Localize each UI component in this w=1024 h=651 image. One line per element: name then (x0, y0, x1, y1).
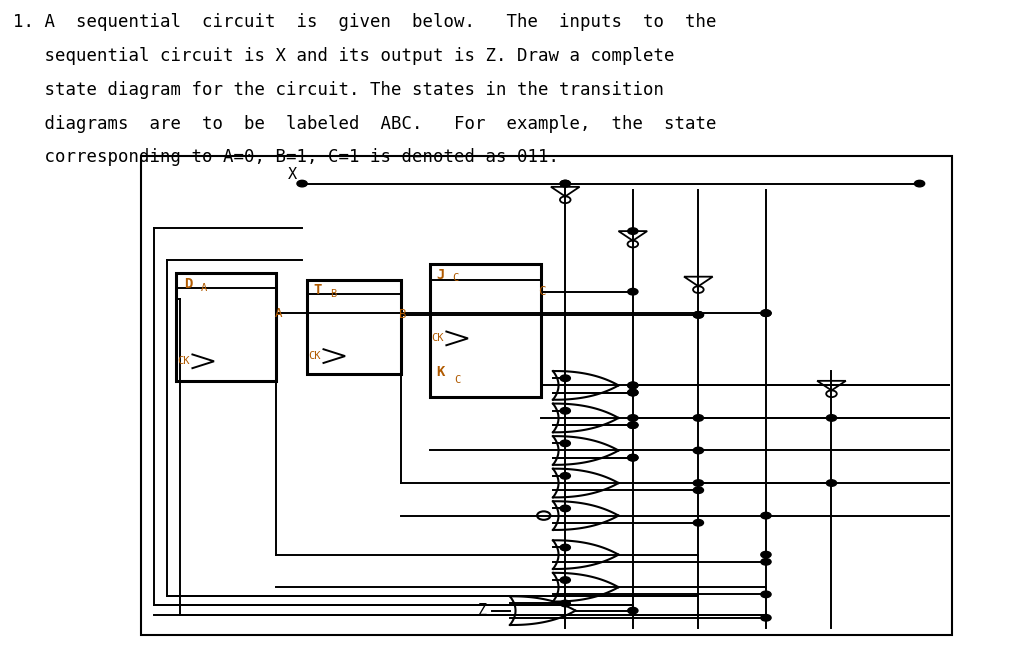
Circle shape (826, 480, 837, 486)
Circle shape (628, 382, 638, 389)
Circle shape (560, 473, 570, 479)
Circle shape (693, 415, 703, 421)
Circle shape (560, 180, 570, 187)
Circle shape (628, 454, 638, 461)
Text: C: C (539, 285, 546, 298)
Circle shape (560, 375, 570, 381)
Circle shape (693, 519, 703, 526)
Text: D: D (184, 277, 193, 291)
Circle shape (826, 415, 837, 421)
Circle shape (761, 310, 771, 316)
Bar (141, 156, 952, 635)
Circle shape (914, 180, 925, 187)
Circle shape (693, 447, 703, 454)
Circle shape (560, 544, 570, 551)
Circle shape (560, 180, 570, 187)
Text: K: K (436, 365, 444, 379)
Text: 1. A  sequential  circuit  is  given  below.   The  inputs  to  the: 1. A sequential circuit is given below. … (13, 13, 717, 31)
Circle shape (560, 408, 570, 414)
Circle shape (761, 591, 771, 598)
Text: T: T (313, 283, 322, 298)
Text: A: A (201, 283, 207, 292)
Circle shape (628, 415, 638, 421)
Bar (307, 280, 401, 374)
Bar (176, 273, 276, 381)
Circle shape (693, 480, 703, 486)
Text: diagrams  are  to  be  labeled  ABC.   For  example,  the  state: diagrams are to be labeled ABC. For exam… (13, 115, 717, 133)
Circle shape (693, 312, 703, 318)
Circle shape (628, 389, 638, 396)
Circle shape (628, 607, 638, 614)
Text: B: B (330, 289, 336, 299)
Text: CK: CK (308, 351, 321, 361)
Circle shape (560, 600, 570, 607)
Circle shape (628, 422, 638, 428)
Circle shape (628, 382, 638, 389)
Circle shape (628, 422, 638, 428)
Text: Z: Z (478, 603, 487, 618)
Circle shape (628, 288, 638, 295)
Circle shape (297, 180, 307, 187)
Text: state diagram for the circuit. The states in the transition: state diagram for the circuit. The state… (13, 81, 665, 99)
Text: sequential circuit is X and its output is Z. Draw a complete: sequential circuit is X and its output i… (13, 47, 675, 65)
Circle shape (761, 559, 771, 565)
Circle shape (560, 505, 570, 512)
Circle shape (761, 615, 771, 621)
Circle shape (761, 512, 771, 519)
Text: J: J (436, 268, 444, 283)
Circle shape (560, 440, 570, 447)
Text: B: B (399, 309, 407, 322)
Bar (430, 264, 541, 397)
Circle shape (761, 551, 771, 558)
Circle shape (693, 487, 703, 493)
Text: corresponding to A=0, B=1, C=1 is denoted as 011.: corresponding to A=0, B=1, C=1 is denote… (13, 148, 559, 167)
Circle shape (628, 389, 638, 396)
Text: X: X (288, 167, 297, 182)
Text: C: C (455, 376, 461, 385)
Text: C: C (453, 273, 459, 283)
Text: CK: CK (431, 333, 443, 343)
Circle shape (560, 577, 570, 583)
Circle shape (693, 312, 703, 318)
Circle shape (628, 228, 638, 234)
Circle shape (761, 310, 771, 316)
Circle shape (628, 454, 638, 461)
Text: CK: CK (177, 356, 189, 367)
Text: A: A (274, 307, 282, 320)
